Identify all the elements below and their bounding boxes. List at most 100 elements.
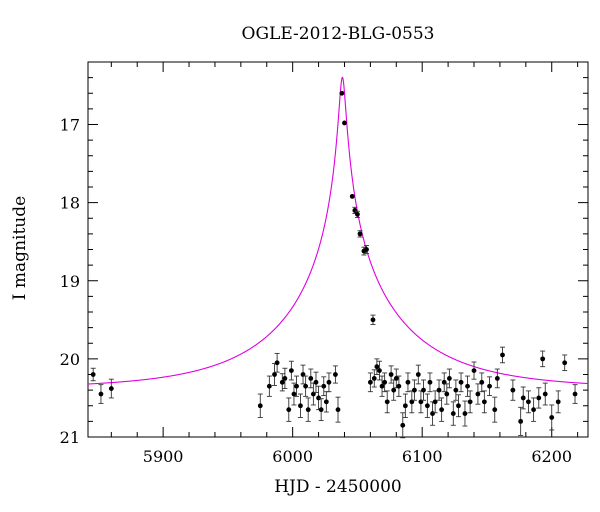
data-point: [430, 411, 435, 416]
data-point: [446, 376, 452, 381]
x-tick-label: 6000: [272, 447, 313, 466]
data-point: [432, 399, 438, 405]
chart-title: OGLE-2012-BLG-0553: [242, 24, 435, 44]
data-point: [377, 368, 382, 373]
data-point: [370, 317, 376, 323]
data-point: [421, 387, 426, 393]
y-tick-label: 17: [60, 116, 80, 135]
x-tick-label: 6100: [402, 447, 443, 466]
data-point: [342, 120, 347, 126]
data-point: [402, 403, 408, 409]
data-point: [400, 422, 406, 428]
data-point: [494, 376, 500, 381]
data-point: [500, 352, 505, 358]
data-point: [520, 395, 526, 401]
data-point: [355, 211, 360, 217]
data-point: [487, 383, 492, 389]
data-point: [298, 403, 303, 409]
data-point: [572, 391, 578, 397]
data-point: [549, 415, 555, 420]
data-point: [467, 399, 473, 405]
data-point: [481, 399, 487, 405]
data-point: [479, 379, 485, 385]
data-point: [415, 372, 421, 377]
data-point: [465, 383, 470, 389]
data-point: [294, 383, 299, 389]
data-point: [562, 360, 568, 366]
data-point: [374, 364, 380, 370]
data-point: [444, 391, 450, 397]
y-tick-label: 20: [60, 350, 80, 369]
data-point: [396, 383, 402, 389]
data-point: [424, 403, 430, 409]
data-point: [379, 383, 385, 389]
data-point: [282, 376, 288, 381]
data-point: [108, 386, 114, 391]
data-point: [274, 360, 280, 366]
data-point: [456, 403, 461, 409]
data-point: [475, 391, 481, 397]
data-point: [526, 399, 531, 405]
data-point: [405, 379, 411, 385]
data-point: [303, 383, 309, 389]
data-point: [318, 407, 324, 413]
data-point: [439, 407, 445, 413]
data-point: [326, 379, 332, 385]
data-point: [357, 231, 363, 237]
data-point: [450, 411, 456, 416]
data-point: [266, 383, 272, 389]
data-point: [531, 407, 536, 413]
data-point: [510, 387, 516, 393]
x-tick-label: 5900: [143, 447, 184, 466]
data-point: [382, 379, 388, 385]
data-point: [279, 379, 285, 385]
data-point: [462, 411, 468, 416]
data-point: [471, 368, 477, 373]
data-point: [427, 379, 433, 385]
data-point: [257, 403, 263, 409]
y-tick-label: 21: [60, 428, 80, 447]
data-point: [384, 399, 390, 405]
data-point: [391, 387, 397, 393]
data-point: [339, 90, 345, 96]
plot-area: 5900 6000 6100 6200 17 18 19 20 21: [60, 61, 589, 466]
data-point: [352, 208, 358, 213]
data-point: [291, 391, 297, 397]
y-axis-label: I magnitude: [10, 196, 30, 300]
data-point: [308, 376, 314, 381]
y-tick-label: 18: [60, 194, 80, 213]
data-point: [458, 379, 464, 385]
data-point: [313, 379, 319, 385]
data-point: [335, 407, 341, 413]
data-point: [555, 399, 561, 405]
data-point: [323, 399, 329, 405]
data-point: [412, 387, 417, 393]
data-point: [536, 395, 542, 401]
data-point: [333, 372, 338, 377]
x-axis-label: HJD - 2450000: [274, 477, 402, 497]
data-point: [518, 418, 524, 424]
data-point: [436, 387, 442, 393]
y-tick-label: 19: [60, 272, 80, 291]
data-point: [542, 391, 548, 397]
data-point: [371, 376, 377, 381]
model-curve: [88, 76, 588, 385]
data-point: [321, 383, 327, 389]
data-point: [288, 368, 294, 373]
data-point: [453, 387, 459, 393]
data-point: [286, 407, 292, 413]
x-tick-label: 6200: [531, 447, 572, 466]
data-point: [367, 379, 373, 385]
data-point: [272, 372, 277, 377]
data-point: [316, 395, 321, 401]
data-point: [98, 391, 104, 397]
data-point: [364, 247, 369, 252]
data-point: [540, 356, 546, 362]
data-point: [305, 407, 311, 413]
data-point: [492, 407, 498, 413]
data-point: [349, 193, 355, 199]
data-point: [388, 372, 394, 377]
data-point: [393, 376, 399, 381]
data-point: [90, 372, 96, 377]
